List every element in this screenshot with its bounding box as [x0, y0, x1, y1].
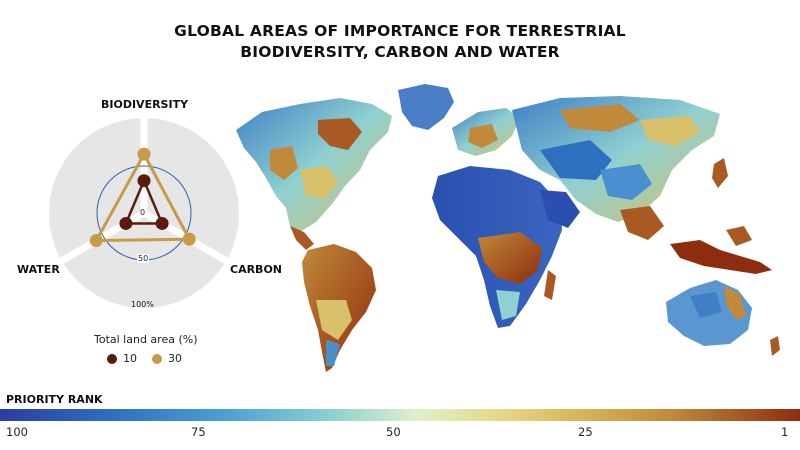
colorbar-tick-50: 50 — [386, 425, 401, 439]
colorbar-tick-1: 1 — [781, 425, 789, 439]
radar-point-30-biodiversity — [137, 147, 151, 161]
map-title: GLOBAL AREAS OF IMPORTANCE FOR TERRESTRI… — [0, 21, 800, 63]
radar-series-10-outline — [124, 177, 164, 225]
radar-series-group — [89, 147, 196, 248]
radar-point-10-biodiversity — [137, 174, 151, 188]
legend-dot-10 — [107, 353, 117, 364]
colorbar-tick-75: 75 — [191, 425, 206, 439]
radar-tick-100: 100% — [131, 300, 154, 309]
radar-point-30-water — [89, 234, 103, 248]
legend-item-10: 10 — [107, 352, 137, 365]
arabia-region — [540, 190, 580, 228]
radar-tick-50: 50 — [137, 254, 150, 263]
priority-rank-title: PRIORITY RANK — [6, 393, 103, 406]
radar-tick-0: 0 — [140, 208, 146, 217]
axis-label-water: WATER — [17, 263, 60, 276]
legend-dot-30 — [152, 353, 162, 364]
japan-region — [712, 158, 728, 188]
legend-item-30: 30 — [152, 352, 182, 365]
radar-point-10-water — [119, 216, 133, 230]
legend-title: Total land area (%) — [94, 333, 198, 346]
axis-label-carbon: CARBON — [230, 263, 282, 276]
colorbar-tick-100: 100 — [6, 425, 28, 439]
colorbar-tick-25: 25 — [578, 425, 593, 439]
radar-series-30-outline — [93, 150, 192, 243]
axis-label-biodiversity: BIODIVERSITY — [101, 98, 189, 111]
legend-label-30: 30 — [168, 352, 182, 365]
title-line-2: BIODIVERSITY, CARBON AND WATER — [240, 43, 560, 61]
priority-rank-colorbar — [0, 409, 800, 421]
greenland-region — [398, 84, 454, 130]
new-zealand-region — [770, 336, 780, 356]
title-line-1: GLOBAL AREAS OF IMPORTANCE FOR TERRESTRI… — [174, 22, 626, 40]
radar-point-10-carbon — [155, 216, 169, 230]
central-america-region — [290, 226, 314, 250]
southeast-asia-islands — [670, 240, 772, 274]
radar-point-30-carbon — [182, 232, 196, 246]
legend-label-10: 10 — [123, 352, 137, 365]
